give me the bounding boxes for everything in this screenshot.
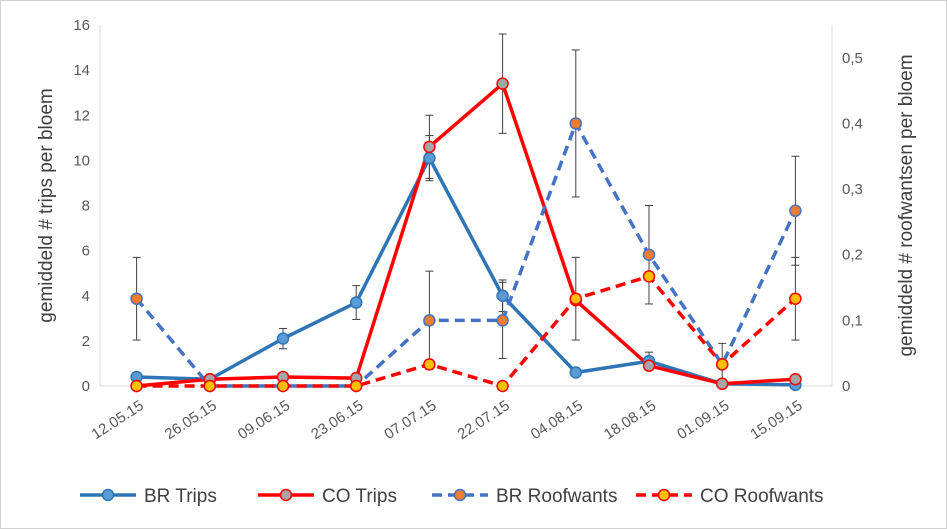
- data-point: [423, 314, 436, 327]
- data-point: [130, 379, 143, 393]
- data-point: [423, 151, 436, 165]
- right-axis-tick-labels: 0 0,1 0,2 0,3 0,4 0,5: [842, 50, 863, 395]
- legend-swatch-marker: [453, 488, 467, 502]
- right-tick-label: 0,1: [842, 312, 863, 329]
- x-tick-label: 04.08.15: [528, 397, 586, 443]
- data-point: [496, 289, 509, 302]
- x-tick-label: 12.05.15: [89, 397, 147, 443]
- x-tick-label: 09.06.15: [235, 397, 293, 443]
- data-point: [496, 314, 509, 327]
- series-lines: [135, 81, 797, 388]
- data-point: [569, 292, 583, 305]
- data-point: [789, 292, 802, 305]
- data-point: [642, 248, 656, 261]
- data-point: [789, 372, 802, 386]
- data-point: [642, 270, 656, 283]
- x-tick-label: 18.08.15: [601, 397, 659, 443]
- legend-label: BR Roofwants: [496, 486, 617, 507]
- left-tick-label: 8: [82, 198, 90, 215]
- legend-label: CO Roofwants: [700, 486, 824, 507]
- data-point: [642, 359, 656, 372]
- left-axis-title: gemiddeld # trips per bloem: [36, 88, 57, 322]
- left-tick-label: 12: [73, 107, 90, 124]
- series-line: [136, 156, 796, 387]
- series-line: [136, 274, 797, 388]
- data-point: [203, 379, 217, 393]
- legend-swatch-marker: [101, 488, 115, 502]
- legend: BR Trips CO Trips BR Roofwants CO Roofwants: [80, 486, 824, 507]
- data-point: [349, 296, 363, 309]
- data-point: [276, 379, 290, 393]
- data-point: [569, 366, 583, 379]
- series-markers: [130, 77, 802, 393]
- x-tick-label: 26.05.15: [162, 397, 220, 443]
- x-tick-label: 07.07.15: [381, 397, 439, 443]
- data-point: [715, 358, 729, 371]
- data-point: [423, 140, 436, 154]
- right-tick-label: 0,4: [842, 115, 863, 132]
- right-tick-label: 0: [842, 378, 850, 395]
- data-point: [789, 204, 802, 218]
- x-tick-label: 01.09.15: [674, 397, 732, 443]
- x-tick-label: 15.09.15: [747, 397, 805, 443]
- x-axis-tick-labels: 12.05.15 26.05.15 09.06.15 23.06.15 07.07.15…: [89, 397, 806, 443]
- left-tick-label: 10: [73, 152, 90, 169]
- right-axis-title: gemiddeld # roofwantsen per bloem: [896, 54, 917, 356]
- data-point: [496, 77, 509, 90]
- left-tick-label: 4: [82, 288, 90, 305]
- left-tick-label: 0: [82, 378, 90, 395]
- data-point: [569, 117, 583, 130]
- left-tick-label: 6: [82, 243, 90, 260]
- right-tick-label: 0,5: [842, 50, 863, 67]
- series-line: [135, 121, 797, 388]
- left-tick-label: 14: [73, 62, 90, 79]
- left-axis-tick-labels: 0 2 4 6 8 10 12 14 16: [73, 17, 90, 395]
- legend-swatch-marker: [657, 488, 671, 502]
- data-point: [349, 379, 363, 393]
- legend-label: CO Trips: [322, 486, 397, 507]
- right-tick-label: 0,2: [842, 247, 863, 264]
- data-point: [496, 379, 509, 393]
- x-tick-label: 23.06.15: [308, 397, 366, 443]
- series-line: [136, 81, 796, 388]
- data-point: [715, 377, 729, 390]
- left-tick-label: 2: [82, 333, 90, 350]
- right-tick-label: 0,3: [842, 181, 863, 198]
- legend-label: BR Trips: [144, 486, 217, 507]
- data-point: [130, 292, 143, 305]
- x-tick-label: 22.07.15: [455, 397, 513, 443]
- data-point: [423, 358, 436, 371]
- left-tick-label: 16: [73, 17, 90, 34]
- data-point: [276, 332, 290, 345]
- legend-swatch-marker: [279, 488, 293, 502]
